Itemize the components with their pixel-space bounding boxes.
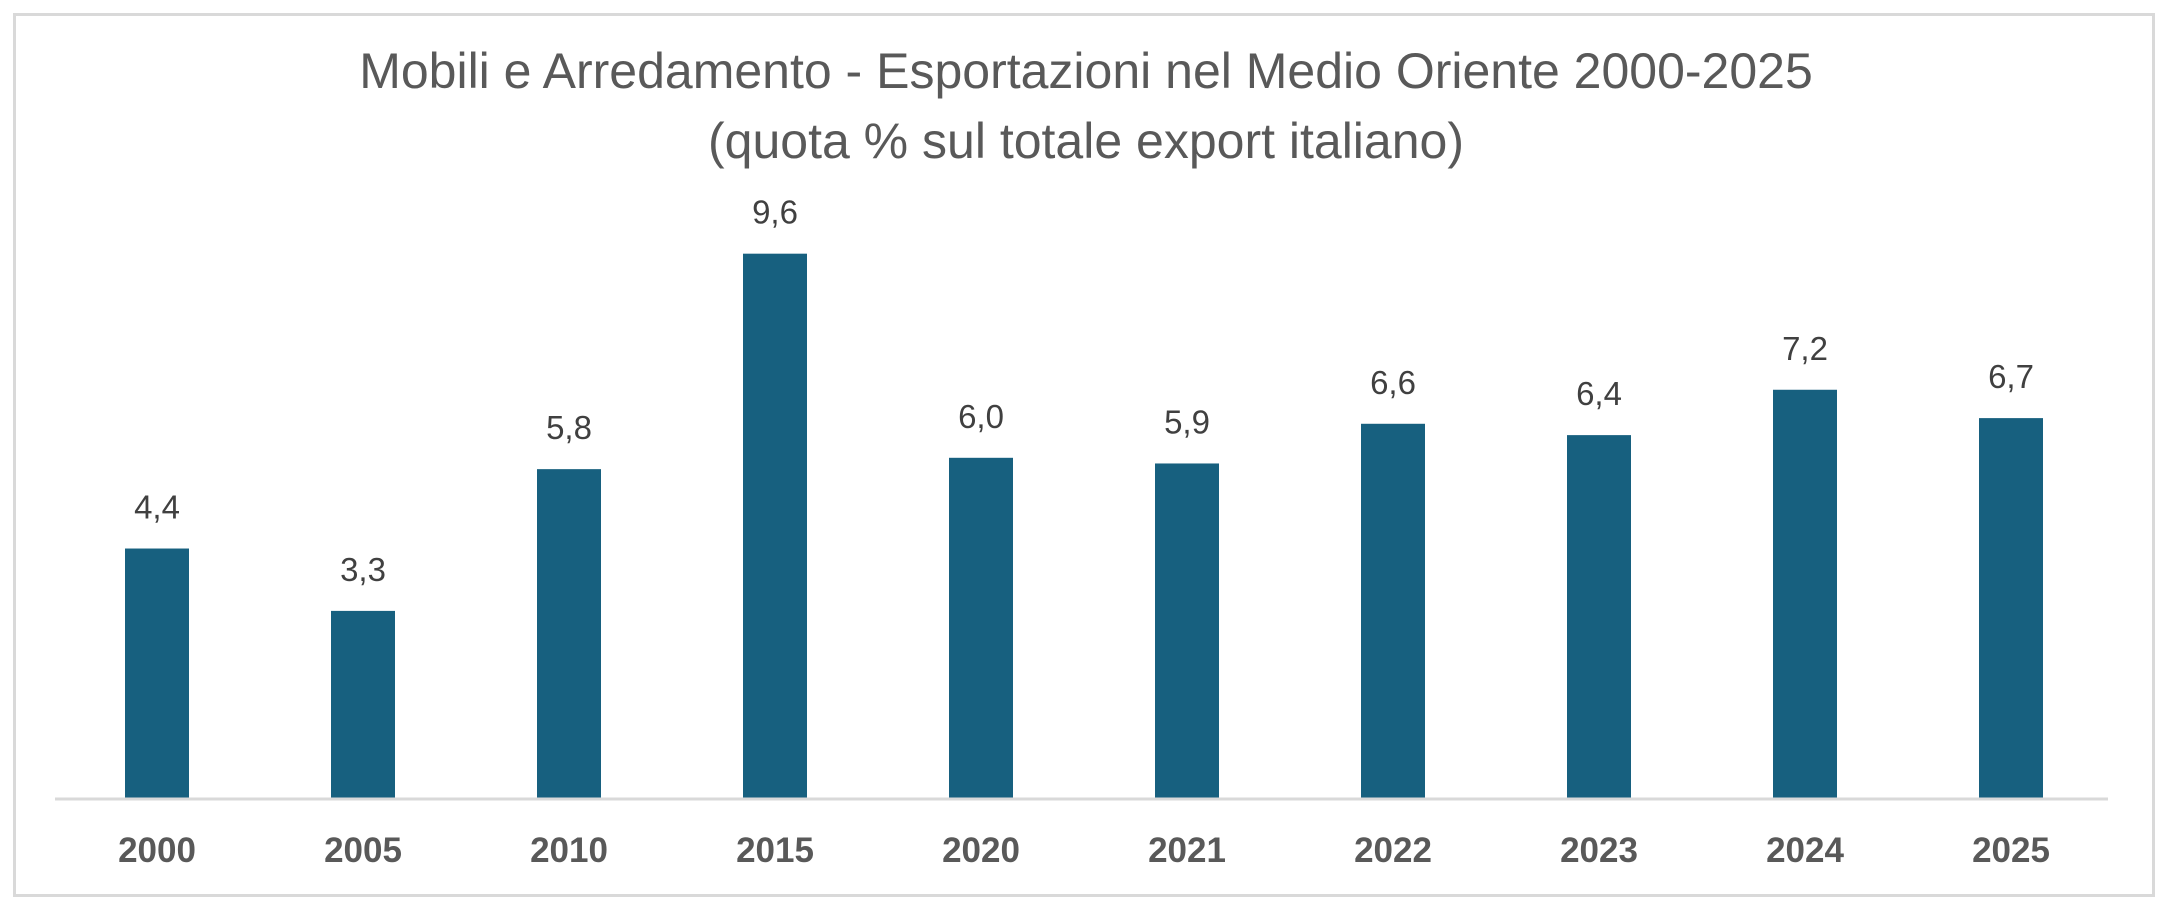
bar — [1567, 435, 1631, 798]
bar — [1361, 423, 1425, 798]
bar — [1155, 463, 1219, 798]
bar — [1773, 389, 1837, 798]
chart-subtitle: (quota % sul totale export italiano) — [708, 113, 1464, 169]
x-tick-label: 2005 — [324, 831, 402, 870]
x-tick-label: 2025 — [1972, 831, 2050, 870]
data-label: 4,4 — [134, 489, 180, 526]
x-tick-label: 2021 — [1148, 831, 1226, 870]
bar — [743, 253, 807, 798]
x-tick-label: 2024 — [1766, 831, 1844, 870]
data-label: 6,0 — [958, 398, 1004, 435]
data-label: 5,9 — [1164, 403, 1210, 440]
bar — [331, 610, 395, 798]
data-label: 3,3 — [340, 551, 386, 588]
x-tick-label: 2015 — [736, 831, 814, 870]
x-tick-label: 2023 — [1560, 831, 1638, 870]
data-label: 7,2 — [1782, 330, 1828, 367]
data-label: 6,7 — [1988, 358, 2034, 395]
x-tick-label: 2000 — [118, 831, 196, 870]
x-tick-label: 2010 — [530, 831, 608, 870]
bar — [1979, 418, 2043, 798]
data-label: 9,6 — [752, 194, 798, 231]
x-tick-label: 2020 — [942, 831, 1020, 870]
data-label: 6,4 — [1576, 375, 1622, 412]
data-label: 6,6 — [1370, 364, 1416, 401]
bar — [949, 457, 1013, 798]
chart-title: Mobili e Arredamento - Esportazioni nel … — [359, 43, 1813, 99]
chart-border — [13, 13, 2155, 897]
bar — [125, 548, 189, 798]
bar — [537, 469, 601, 798]
data-label: 5,8 — [546, 409, 592, 446]
x-tick-label: 2022 — [1354, 831, 1432, 870]
